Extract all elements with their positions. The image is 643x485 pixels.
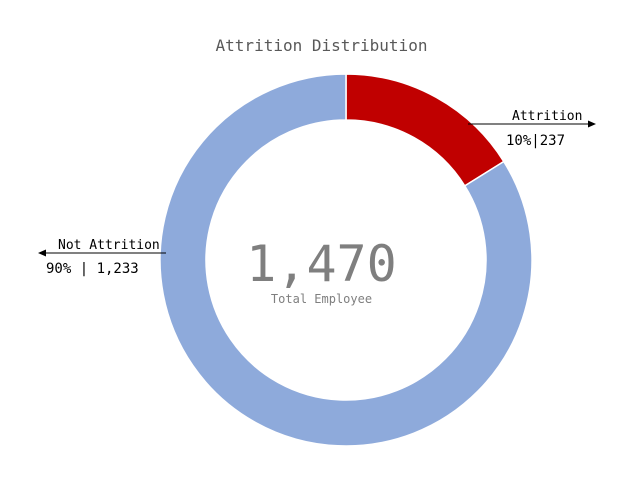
donut-slice-not-attrition [159, 73, 533, 447]
total-employee-label: Total Employee [270, 292, 373, 306]
attrition-annotation: 10%|237 [506, 133, 566, 149]
not-attrition-arrowhead [38, 249, 46, 257]
attrition-arrowhead [588, 120, 596, 128]
chart-title: Attrition Distribution [215, 36, 428, 55]
donut-slice-attrition [345, 73, 505, 187]
total-employee-value: 1,470 [246, 235, 397, 293]
not-attrition-label: Not Attrition [58, 238, 160, 253]
not-attrition-annotation: 90% | 1,233 [46, 261, 139, 277]
attrition-label: Attrition [512, 109, 583, 124]
